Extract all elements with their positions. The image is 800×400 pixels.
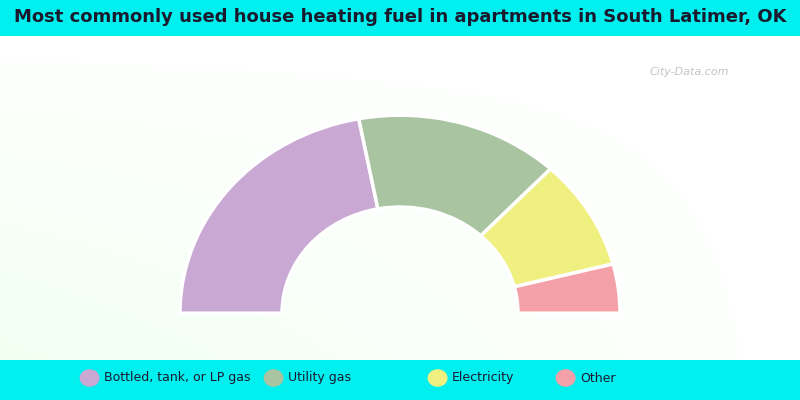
Wedge shape [481,169,613,287]
Ellipse shape [427,369,448,387]
Ellipse shape [80,369,100,387]
Ellipse shape [263,369,283,387]
Text: Electricity: Electricity [452,372,514,384]
Text: Other: Other [580,372,615,384]
Text: Most commonly used house heating fuel in apartments in South Latimer, OK: Most commonly used house heating fuel in… [14,8,786,26]
Wedge shape [180,119,378,313]
Wedge shape [514,264,620,313]
Text: City-Data.com: City-Data.com [650,67,730,77]
Wedge shape [358,115,550,236]
Text: Utility gas: Utility gas [288,372,351,384]
Text: Bottled, tank, or LP gas: Bottled, tank, or LP gas [104,372,250,384]
Ellipse shape [555,369,576,387]
